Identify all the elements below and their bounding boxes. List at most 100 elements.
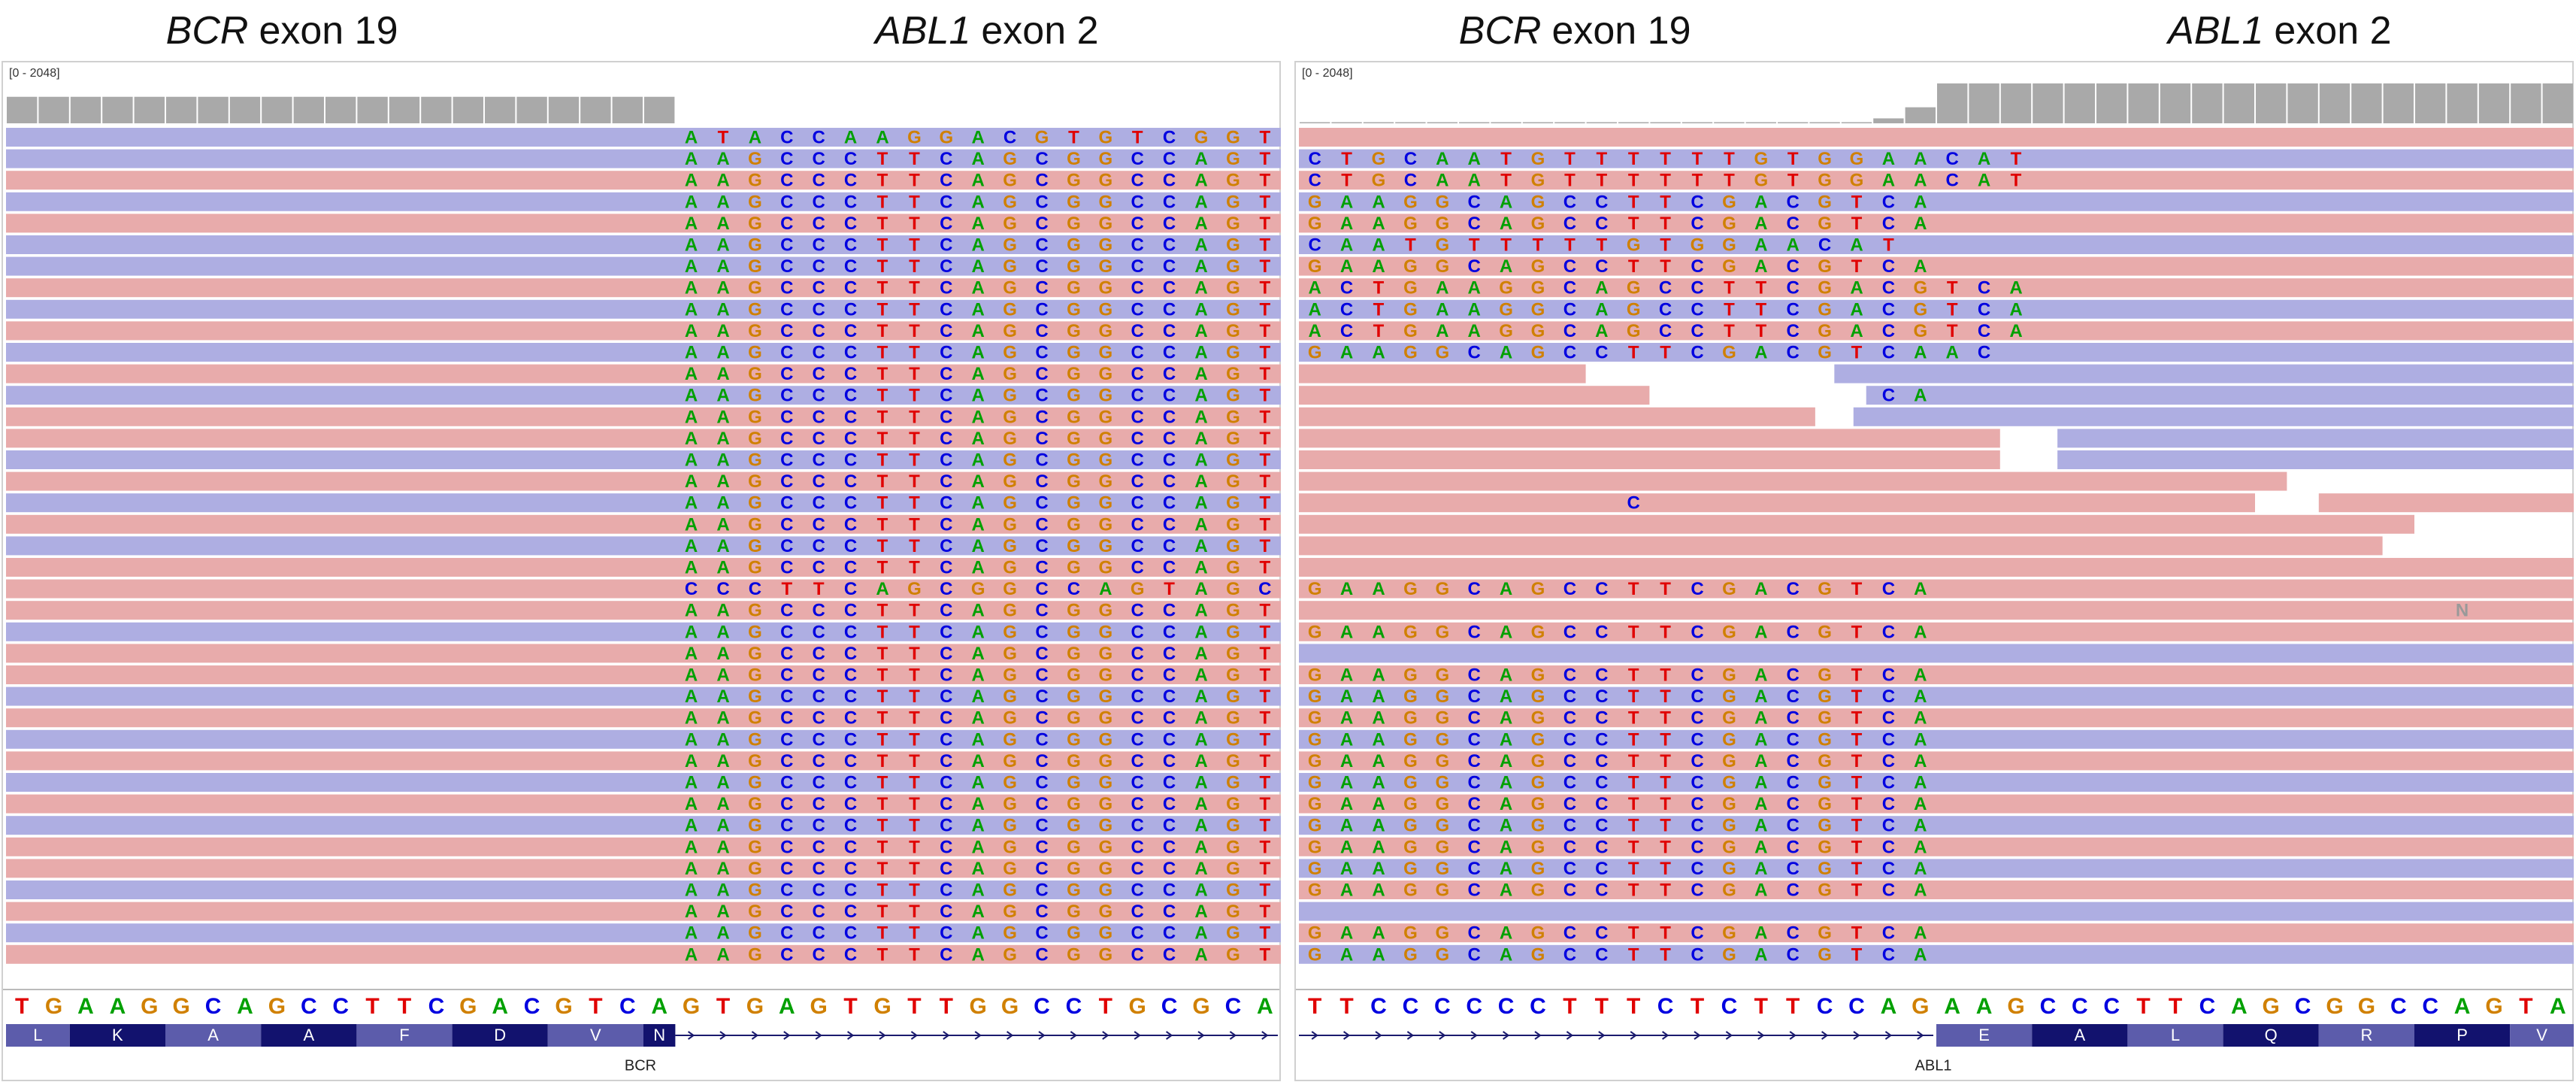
strand-arrow (1725, 1031, 1733, 1040)
strand-arrow (1917, 1031, 1924, 1040)
strand-arrow (1070, 1031, 1078, 1040)
coverage-bar (1300, 122, 1330, 123)
coverage-bar (1650, 122, 1681, 123)
strand-arrow (1343, 1031, 1351, 1040)
read (6, 235, 1281, 254)
read (6, 665, 1281, 684)
coverage-bar (485, 96, 516, 123)
strand-arrow (688, 1031, 695, 1040)
read (6, 558, 1281, 577)
read (6, 493, 1281, 513)
coverage-bar (2478, 83, 2510, 123)
read (1299, 644, 2574, 663)
strand-arrow (1134, 1031, 1141, 1040)
coverage-bar (2351, 83, 2382, 123)
read (6, 149, 1281, 168)
read (1299, 321, 2574, 341)
read (1299, 773, 2574, 792)
read (1299, 149, 2574, 168)
strand-arrow (943, 1031, 950, 1040)
read (6, 407, 1281, 426)
strand-arrow (1038, 1031, 1046, 1040)
coverage-bar (421, 96, 452, 123)
read (6, 944, 1281, 964)
read (6, 364, 1281, 383)
coverage-bar (612, 96, 643, 123)
codon (2127, 1024, 2223, 1047)
coverage-bar (2223, 83, 2254, 123)
read (1299, 944, 2574, 964)
read (1866, 386, 2574, 405)
read (6, 128, 1281, 147)
read (1834, 364, 2574, 383)
read (6, 514, 1281, 534)
coverage-bar (1937, 83, 1968, 123)
exon-name: exon 19 (1551, 9, 1691, 53)
read (6, 171, 1281, 190)
read (6, 579, 1281, 599)
coverage-bar (229, 96, 261, 123)
coverage-bar (1459, 122, 1490, 123)
strand-arrow (815, 1031, 822, 1040)
read (6, 880, 1281, 899)
coverage-bar (1873, 118, 1904, 123)
read (6, 837, 1281, 856)
read (1299, 429, 2000, 448)
strand-arrow (1662, 1031, 1669, 1040)
read (1299, 343, 2574, 362)
amino-acid: A (207, 1026, 219, 1044)
codon (452, 1024, 548, 1047)
read (1299, 837, 2574, 856)
strand-arrow (1375, 1031, 1382, 1040)
read (6, 601, 1281, 620)
read (6, 278, 1281, 298)
read (6, 471, 1281, 491)
coverage-bar (1363, 122, 1394, 123)
strand-arrow (974, 1031, 982, 1040)
read (2057, 450, 2574, 469)
read (6, 321, 1281, 341)
coverage-bar (2192, 83, 2223, 123)
coverage-bar (134, 96, 165, 123)
coverage-bar (2033, 83, 2063, 123)
codon (547, 1024, 643, 1047)
coverage-bar (1714, 122, 1745, 123)
coverage-bar (1586, 122, 1617, 123)
gene-name: ABL1 (2166, 9, 2263, 53)
coverage-bar (2128, 83, 2159, 123)
read-bases: C (1627, 493, 1640, 514)
coverage-bar (1554, 122, 1585, 123)
coverage-bar (1969, 83, 1999, 123)
read (6, 794, 1281, 814)
read (1299, 859, 2574, 878)
coverage-bar (1331, 122, 1362, 123)
amino-acid: D (494, 1026, 506, 1044)
coverage-bar (2000, 83, 2032, 123)
gene-label: ABL1 (1915, 1057, 1952, 1074)
gene-name: BCR (1459, 9, 1542, 53)
codon (1936, 1024, 2033, 1047)
strand-arrow (1630, 1031, 1637, 1040)
coverage-bar (198, 96, 229, 123)
read (6, 751, 1281, 771)
